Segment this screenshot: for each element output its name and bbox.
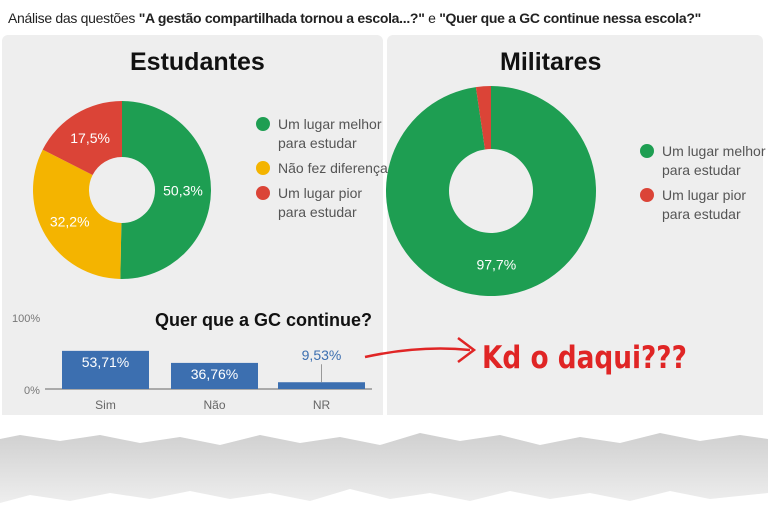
slice-label: 50,3% [163,183,203,199]
legend-dot [640,188,654,202]
question-2: "Quer que a GC continue nessa escola?" [439,10,701,26]
legend-dot [640,144,654,158]
y-tick-100: 100% [12,313,41,325]
legend-item: Um lugar pior para estudar [640,186,768,224]
slice-0-2 [42,101,122,176]
annotation-text: Kd o daqui??? [482,340,687,376]
category-label: Sim [95,398,116,412]
arrow-head-icon [457,337,477,363]
arrow-line [364,347,471,359]
legend-item: Não fez diferença [256,159,388,178]
legend-label: Um lugar melhor para estudar [278,116,382,151]
slice-1-1 [475,86,491,150]
legend-label: Um lugar pior para estudar [662,187,747,222]
bar-chart-title: Quer que a GC continue? [155,310,373,330]
bar-value-label: 53,71% [82,354,129,370]
legend-item: Um lugar melhor para estudar [256,115,388,153]
legend-label: Um lugar melhor para estudar [662,143,766,178]
header-mid: e [424,10,440,26]
bar-Não [171,362,258,389]
legend-dot [256,161,270,175]
bar-value-label: 36,76% [191,366,238,382]
bar-NR [278,382,365,389]
legend-item: Um lugar melhor para estudar [640,142,768,180]
slice-0-1 [33,149,122,279]
page-header: Análise das questões "A gestão compartil… [8,10,701,26]
header-prefix: Análise das questões [8,10,139,26]
legend-dot [256,117,270,131]
military-legend: Um lugar melhor para estudar Um lugar pio… [640,142,768,230]
y-tick-0: 0% [24,385,40,397]
legend-label: Um lugar pior para estudar [278,185,363,220]
students-title: Estudantes [130,48,265,76]
military-title: Militares [500,48,602,76]
category-label: NR [313,398,331,412]
question-1: "A gestão compartilhada tornou a escola.… [138,10,425,26]
slice-label: 17,5% [70,130,110,146]
category-label: Não [203,398,225,412]
slice-label: 97,7% [476,256,516,272]
slice-0-0 [120,101,211,279]
slice-1-0 [386,86,596,297]
legend-item: Um lugar pior para estudar [256,184,388,222]
bar-Sim [62,350,149,389]
legend-label: Não fez diferença [278,160,388,176]
torn-paper-edge [0,415,768,517]
students-legend: Um lugar melhor para estudar Não fez dife… [256,115,388,228]
slice-label: 32,2% [50,213,90,229]
legend-dot [256,186,270,200]
bar-value-label: 9,53% [302,347,342,363]
